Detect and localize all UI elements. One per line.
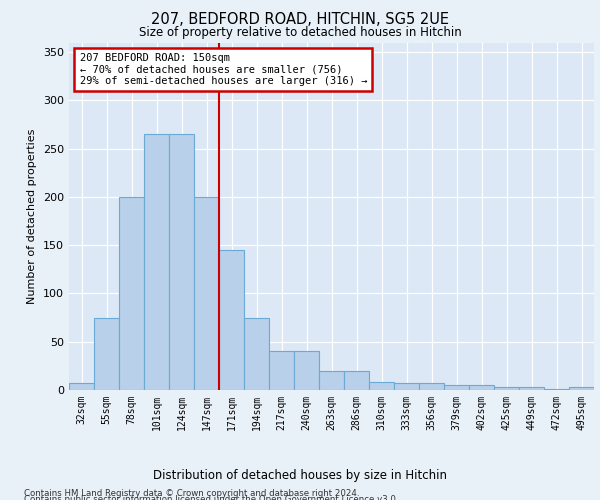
Bar bbox=[144, 134, 169, 390]
Text: Size of property relative to detached houses in Hitchin: Size of property relative to detached ho… bbox=[139, 26, 461, 39]
Bar bbox=[169, 134, 194, 390]
Bar bbox=[469, 385, 494, 390]
Bar bbox=[344, 370, 369, 390]
Bar bbox=[394, 383, 419, 390]
Bar bbox=[269, 352, 294, 390]
Text: Contains public sector information licensed under the Open Government Licence v3: Contains public sector information licen… bbox=[24, 495, 398, 500]
Bar bbox=[69, 383, 94, 390]
Bar bbox=[294, 352, 319, 390]
Bar bbox=[569, 387, 594, 390]
Bar bbox=[219, 250, 244, 390]
Text: 207 BEDFORD ROAD: 150sqm
← 70% of detached houses are smaller (756)
29% of semi-: 207 BEDFORD ROAD: 150sqm ← 70% of detach… bbox=[79, 53, 367, 86]
Y-axis label: Number of detached properties: Number of detached properties bbox=[28, 128, 37, 304]
Bar bbox=[94, 318, 119, 390]
Bar bbox=[119, 197, 144, 390]
Bar bbox=[419, 383, 444, 390]
Bar bbox=[369, 382, 394, 390]
Bar bbox=[244, 318, 269, 390]
Bar bbox=[544, 389, 569, 390]
Text: Contains HM Land Registry data © Crown copyright and database right 2024.: Contains HM Land Registry data © Crown c… bbox=[24, 489, 359, 498]
Bar bbox=[194, 197, 219, 390]
Text: Distribution of detached houses by size in Hitchin: Distribution of detached houses by size … bbox=[153, 470, 447, 482]
Text: 207, BEDFORD ROAD, HITCHIN, SG5 2UE: 207, BEDFORD ROAD, HITCHIN, SG5 2UE bbox=[151, 12, 449, 28]
Bar bbox=[319, 370, 344, 390]
Bar bbox=[519, 387, 544, 390]
Bar bbox=[444, 385, 469, 390]
Bar bbox=[494, 387, 519, 390]
